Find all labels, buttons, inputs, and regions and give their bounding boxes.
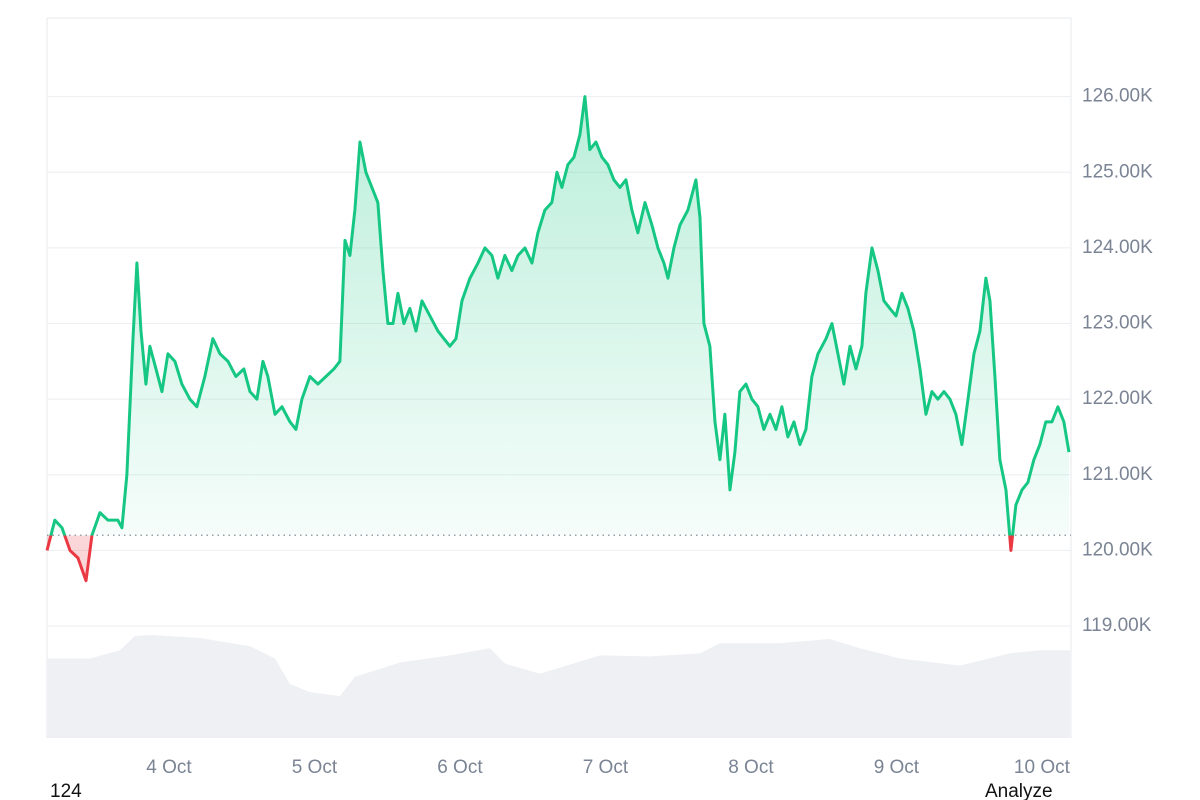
x-tick-label: 7 Oct: [583, 757, 629, 778]
x-tick-label: 9 Oct: [874, 757, 920, 778]
y-tick-label: 120.00K: [1082, 539, 1153, 560]
footer-left: 124: [50, 781, 82, 800]
y-tick-label: 121.00K: [1082, 464, 1153, 485]
y-tick-label: 123.00K: [1082, 313, 1153, 334]
x-tick-label: 6 Oct: [437, 757, 483, 778]
footer-right[interactable]: Analyze: [985, 781, 1053, 800]
x-tick-label: 10 Oct: [1014, 757, 1071, 778]
x-tick-label: 4 Oct: [146, 757, 192, 778]
price-area: [47, 96, 1069, 581]
x-tick-label: 8 Oct: [728, 757, 774, 778]
y-tick-label: 126.00K: [1082, 86, 1153, 107]
y-tick-label: 122.00K: [1082, 388, 1153, 409]
y-tick-label: 125.00K: [1082, 161, 1153, 182]
y-tick-label: 119.00K: [1082, 615, 1152, 636]
price-line: [45, 95, 1071, 583]
x-tick-label: 5 Oct: [292, 757, 338, 778]
y-tick-label: 124.00K: [1082, 237, 1153, 258]
volume-area: [47, 634, 1070, 738]
